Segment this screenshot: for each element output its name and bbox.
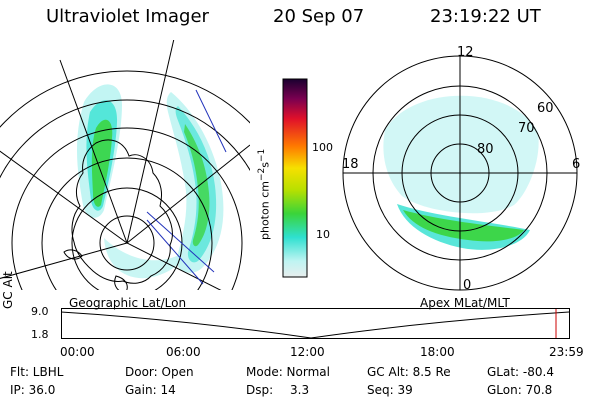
latitude-circles: [0, 70, 250, 290]
date-label: 20 Sep 07: [273, 6, 365, 27]
gc-alt-status: GC Alt: 8.5 Re: [367, 365, 451, 379]
dsp-value: 3.3: [290, 383, 310, 397]
time-label: 23:19:22 UT: [430, 6, 541, 27]
mlt-6-label: 6: [572, 157, 580, 172]
mlt-18-label: 18: [342, 157, 359, 172]
coastline: [63, 139, 173, 290]
colorbar: [282, 78, 308, 278]
colorbar-fill: [282, 78, 308, 278]
mlt-0-label: 0: [463, 278, 471, 293]
timeline-frame: [61, 308, 570, 339]
unit-exp1: −2: [257, 167, 267, 182]
glon-status: GLon: 70.8: [487, 383, 553, 397]
unit-prefix: photon cm: [258, 181, 272, 240]
aurora-emission: [76, 84, 224, 279]
mlt-axes: [343, 56, 577, 290]
timeline-plot: [61, 308, 570, 339]
mlt-12-label: 12: [457, 45, 474, 60]
dsp-label: Dsp:: [246, 383, 274, 397]
gc-alt-top-tick: 9.0: [31, 305, 49, 318]
time-tick-1800: 18:00: [420, 345, 455, 359]
unit-exp2: −1: [257, 148, 267, 163]
glat-status: GLat: -80.4: [487, 365, 554, 379]
right-panel-label: Apex MLat/MLT: [420, 296, 510, 310]
gc-alt-label: GC Alt: [1, 271, 15, 309]
time-tick-0600: 06:00: [166, 345, 201, 359]
colorbar-tick-10: 10: [316, 228, 330, 241]
magnetic-panel: 12 18 6 0 60 70 80: [342, 45, 580, 293]
time-tick-2359: 23:59: [549, 345, 584, 359]
altitude-curve: [61, 311, 570, 339]
ip-status: IP: 36.0: [10, 383, 56, 397]
colorbar-tick-100: 100: [312, 141, 333, 154]
geographic-panel: [0, 40, 250, 290]
time-tick-1200: 12:00: [290, 345, 325, 359]
flt-status: Flt: LBHL: [10, 365, 64, 379]
lat-60-label: 60: [537, 101, 554, 116]
look-direction-lines: [146, 89, 227, 285]
magnetic-map: 12 18 6 0 60 70 80: [342, 45, 580, 293]
time-tick-0000: 00:00: [60, 345, 95, 359]
lat-70-label: 70: [518, 121, 535, 136]
gc-alt-bottom-tick: 1.8: [31, 328, 49, 341]
aurora-oval: [383, 95, 539, 250]
lat-80-label: 80: [477, 142, 494, 157]
mode-status: Mode: Normal: [246, 365, 330, 379]
app-title: Ultraviolet Imager: [46, 6, 209, 27]
left-panel-label: Geographic Lat/Lon: [69, 296, 187, 310]
colorbar-unit: photon cm−2s−1: [257, 149, 272, 240]
seq-status: Seq: 39: [367, 383, 413, 397]
meridian-lines: [0, 40, 250, 290]
door-status: Door: Open: [125, 365, 194, 379]
gain-status: Gain: 14: [125, 383, 176, 397]
geographic-map: [0, 40, 250, 290]
unit-mid: s: [258, 162, 272, 168]
